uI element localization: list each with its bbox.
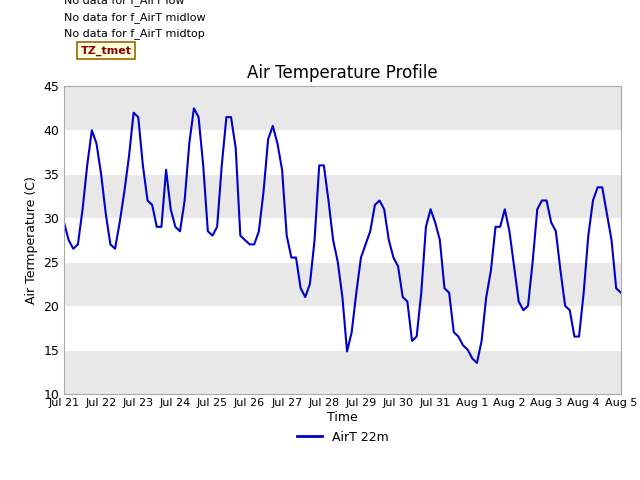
- Text: No data for f_AirT midtop: No data for f_AirT midtop: [64, 28, 205, 39]
- Bar: [64, 262, 621, 306]
- Bar: [64, 174, 621, 218]
- Bar: [64, 218, 621, 262]
- X-axis label: Time: Time: [327, 411, 358, 424]
- Text: TZ_tmet: TZ_tmet: [81, 46, 132, 56]
- Bar: [64, 130, 621, 174]
- Text: No data for f_AirT low: No data for f_AirT low: [64, 0, 184, 6]
- Legend: AirT 22m: AirT 22m: [292, 426, 393, 449]
- Y-axis label: Air Termperature (C): Air Termperature (C): [25, 176, 38, 304]
- Bar: [64, 86, 621, 130]
- Text: No data for f_AirT midlow: No data for f_AirT midlow: [64, 12, 205, 23]
- Title: Air Temperature Profile: Air Temperature Profile: [247, 64, 438, 82]
- Bar: [64, 306, 621, 350]
- Bar: [64, 350, 621, 394]
